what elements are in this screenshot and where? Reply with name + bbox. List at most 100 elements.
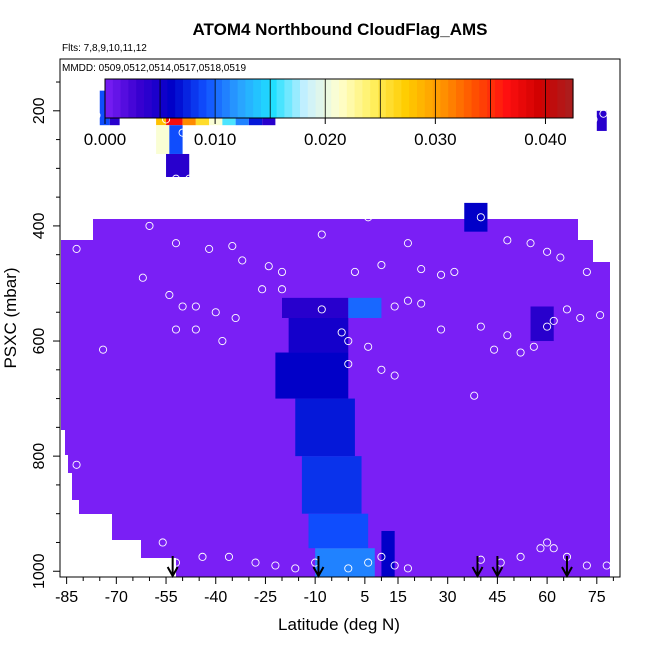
- colorbar-tick-label: 0.000: [84, 130, 127, 149]
- colorbar-tick-label: 0.020: [304, 130, 347, 149]
- observation-point: [344, 336, 353, 346]
- observation-point: [403, 564, 412, 573]
- colorbar-swatch: [424, 79, 434, 118]
- observation-point: [224, 552, 234, 561]
- colorbar-swatch: [105, 79, 114, 118]
- colorbar-swatch: [229, 79, 239, 118]
- observation-point: [344, 359, 353, 369]
- colorbar: 0.000 0.010 0.020 0.030 0.040: [84, 78, 574, 149]
- colorbar-swatch: [183, 79, 192, 118]
- heatmap-cell: [288, 318, 349, 353]
- observation-point: [350, 172, 359, 182]
- observation-point: [377, 210, 386, 219]
- observation-point: [437, 270, 446, 279]
- heatmap-cell: [156, 125, 170, 154]
- colorbar-swatch: [409, 79, 418, 118]
- dates-note: MMDD: 0509,0512,0514,0517,0518,0519: [62, 63, 246, 74]
- observation-point: [470, 391, 479, 400]
- colorbar-swatch: [307, 79, 317, 118]
- observation-point: [576, 115, 585, 124]
- observation-point: [364, 558, 373, 567]
- flight-arrow: [561, 556, 573, 579]
- observation-point: [178, 128, 187, 137]
- observation-point: [171, 174, 181, 183]
- observation-point: [602, 221, 611, 230]
- observation-point: [390, 144, 399, 153]
- observation-point: [596, 311, 605, 320]
- heatmap-cell: [464, 202, 488, 232]
- colorbar-swatch: [339, 79, 348, 118]
- observation-point: [158, 538, 167, 547]
- observation-point: [284, 126, 293, 135]
- observation-point: [516, 552, 525, 561]
- observation-point: [549, 170, 558, 179]
- colorbar-swatch: [346, 79, 356, 118]
- observation-point: [476, 322, 485, 331]
- observation-point: [185, 174, 194, 183]
- observation-point: [178, 302, 187, 311]
- colorbar-swatch: [198, 79, 207, 118]
- observation-point: [543, 322, 552, 331]
- colorbar-swatch: [565, 79, 574, 118]
- observation-point: [271, 561, 280, 570]
- observation-point: [460, 190, 469, 199]
- colorbar-swatch: [292, 79, 301, 118]
- observation-point: [503, 331, 512, 340]
- observation-point: [330, 138, 340, 147]
- observation-point: [556, 253, 565, 262]
- colorbar-swatch: [206, 79, 215, 118]
- observation-point: [417, 265, 426, 274]
- observation-point: [589, 115, 598, 124]
- colorbar-swatch: [385, 79, 395, 118]
- colorbar-swatch: [370, 79, 379, 118]
- observation-point: [79, 109, 88, 118]
- x-tick-label: -85: [55, 589, 78, 606]
- observation-points: [59, 98, 625, 573]
- colorbar-tick-label: 0.040: [524, 130, 567, 149]
- colorbar-swatch: [136, 79, 145, 118]
- colorbar-swatch: [144, 79, 153, 118]
- colorbar-swatch: [362, 79, 371, 118]
- observation-point: [258, 285, 267, 294]
- colorbar-swatch: [463, 79, 473, 118]
- observation-point: [443, 193, 452, 202]
- observation-point: [99, 345, 108, 354]
- observation-point: [536, 544, 545, 553]
- colorbar-swatch: [354, 79, 363, 118]
- observation-point: [377, 552, 386, 561]
- observation-point: [483, 184, 492, 193]
- x-tick-label: -55: [154, 589, 177, 606]
- colorbar-swatch: [167, 79, 176, 118]
- y-axis: 200 400 600 800 1000: [31, 81, 60, 589]
- observation-point: [344, 564, 353, 573]
- observation-point: [350, 267, 359, 277]
- observation-point: [337, 328, 346, 337]
- observation-point: [258, 135, 267, 144]
- observation-point: [228, 242, 237, 251]
- x-tick-label: 75: [588, 589, 606, 606]
- y-tick-label: 1000: [31, 553, 48, 589]
- observation-point: [205, 138, 214, 147]
- observation-point: [390, 302, 399, 311]
- heatmap-cell: [596, 110, 607, 131]
- colorbar-swatch: [237, 79, 246, 118]
- colorbar-swatch: [401, 79, 410, 118]
- observation-point: [188, 135, 197, 144]
- observation-point: [224, 140, 234, 149]
- observation-point: [450, 267, 459, 277]
- x-tick-label: -70: [105, 589, 128, 606]
- flight-arrows: [166, 556, 573, 579]
- observation-point: [271, 135, 280, 144]
- heatmap-cell: [315, 548, 375, 577]
- observation-point: [516, 348, 525, 357]
- colorbar-swatch: [378, 79, 387, 118]
- observation-point: [549, 316, 558, 325]
- observation-point: [490, 345, 499, 354]
- observation-point: [543, 538, 552, 547]
- observation-point: [516, 175, 525, 184]
- flight-arrow: [471, 556, 484, 579]
- x-tick-label: 60: [538, 589, 556, 606]
- observation-point: [264, 262, 273, 271]
- observation-point: [390, 561, 399, 570]
- observation-point: [536, 181, 545, 190]
